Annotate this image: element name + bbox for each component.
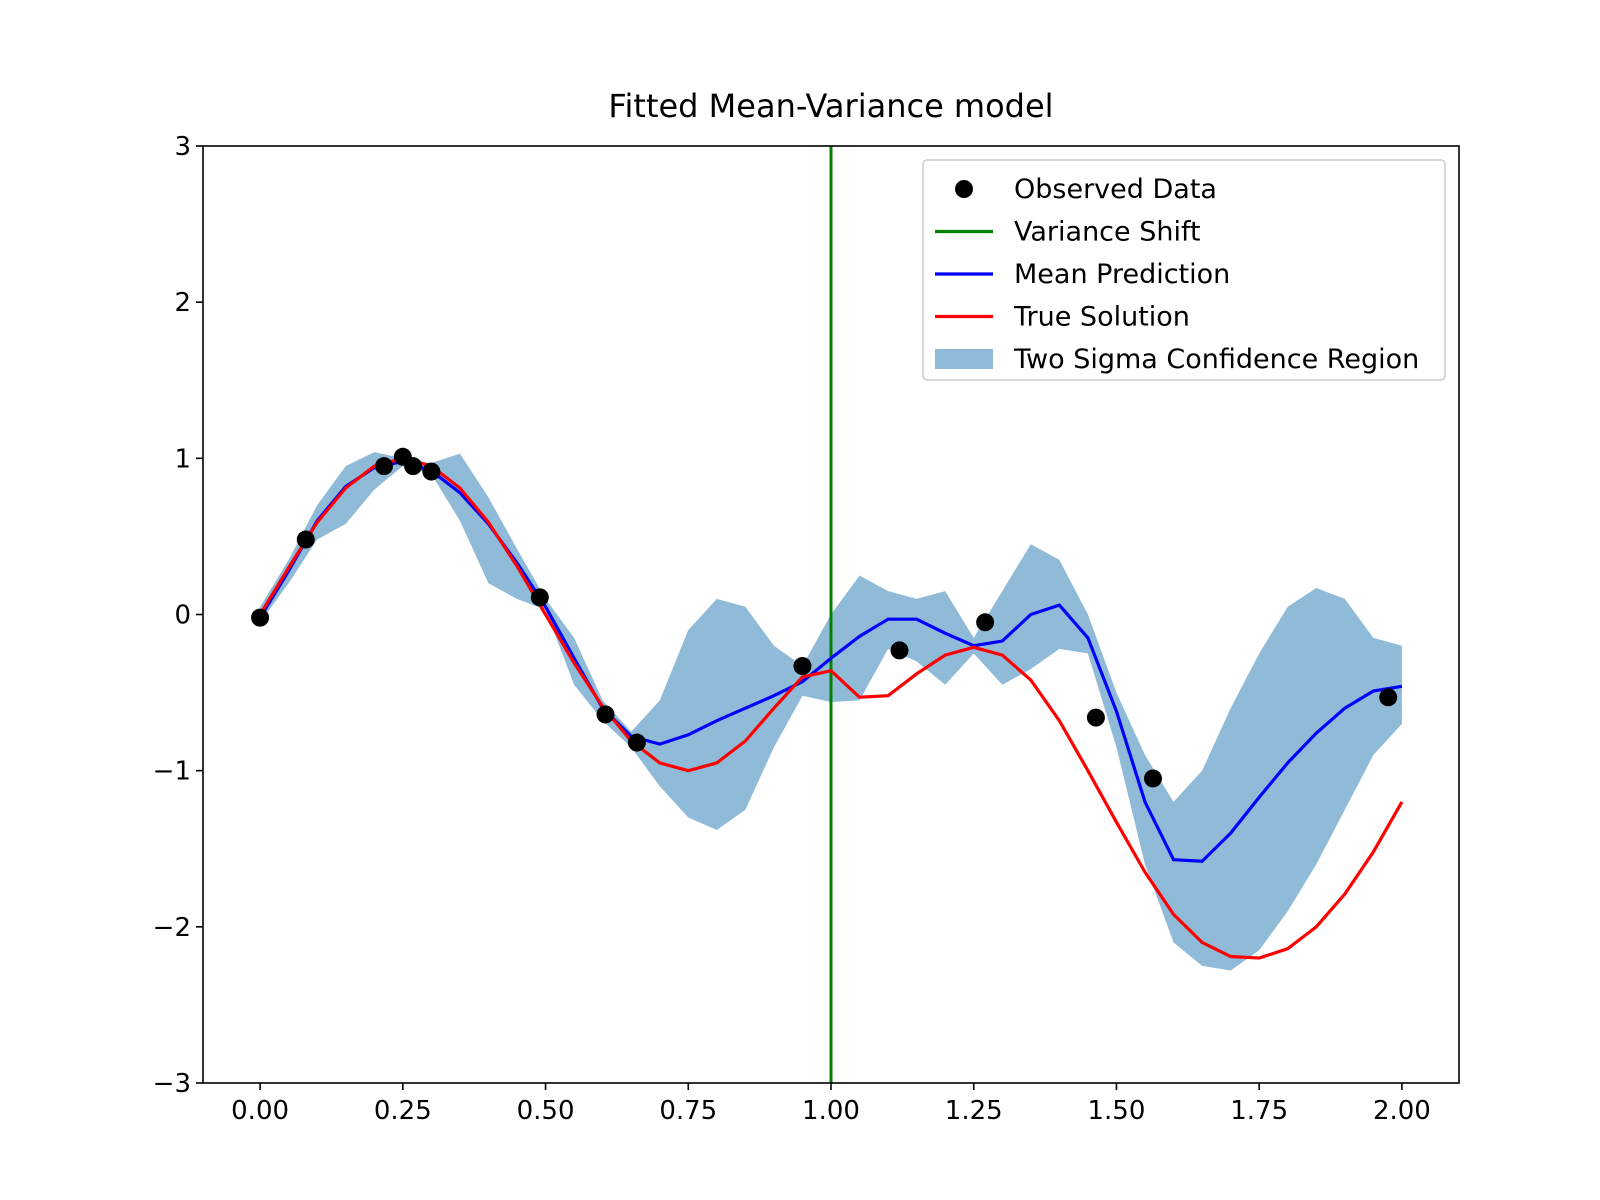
- data-point: [1086, 708, 1105, 727]
- chart-title: Fitted Mean-Variance model: [608, 87, 1053, 125]
- x-tick-label: 0.00: [231, 1096, 289, 1126]
- data-point: [422, 462, 441, 481]
- data-point: [296, 530, 315, 549]
- y-tick-label: −2: [153, 913, 191, 943]
- x-tick-label: 1.25: [945, 1096, 1003, 1126]
- y-tick-label: 3: [174, 132, 191, 162]
- x-tick-label: 1.75: [1230, 1096, 1288, 1126]
- data-point: [890, 641, 909, 660]
- data-point: [404, 457, 423, 476]
- x-tick-label: 1.50: [1088, 1096, 1146, 1126]
- data-point: [530, 588, 549, 607]
- series-line: [258, 459, 1403, 863]
- y-tick-label: 1: [174, 444, 191, 474]
- legend-marker: [955, 180, 973, 198]
- y-tick-label: 0: [174, 601, 191, 631]
- legend-marker: [935, 349, 993, 369]
- data-point: [1143, 769, 1162, 788]
- x-tick-label: 1.00: [802, 1096, 860, 1126]
- plot-area: [251, 146, 1404, 1083]
- legend-box: [922, 159, 1446, 381]
- data-point: [793, 657, 812, 676]
- legend-label: Variance Shift: [1014, 217, 1201, 248]
- data-point: [976, 613, 995, 632]
- data-point: [627, 733, 646, 752]
- legend-label: Two Sigma Confidence Region: [1013, 344, 1419, 375]
- data-point: [1379, 688, 1398, 707]
- y-tick-label: 2: [174, 288, 191, 318]
- legend-label: Observed Data: [1014, 174, 1217, 205]
- x-tick-label: 2.00: [1373, 1096, 1431, 1126]
- x-tick-label: 0.75: [659, 1096, 717, 1126]
- x-tick-label: 0.25: [374, 1096, 432, 1126]
- x-tick-label: 0.50: [517, 1096, 575, 1126]
- legend-label: True Solution: [1013, 302, 1190, 333]
- y-tick-label: −3: [153, 1069, 191, 1099]
- data-point: [251, 608, 270, 627]
- legend-label: Mean Prediction: [1014, 259, 1230, 290]
- series-line: [258, 456, 1404, 960]
- data-point: [374, 457, 393, 476]
- data-point: [596, 705, 615, 724]
- y-tick-label: −1: [153, 757, 191, 787]
